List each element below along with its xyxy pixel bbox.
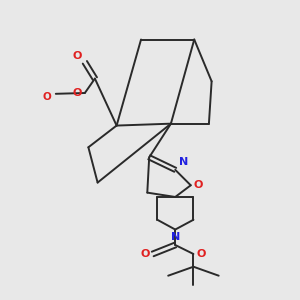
Text: O: O bbox=[140, 249, 149, 259]
Text: N: N bbox=[171, 232, 180, 242]
Text: O: O bbox=[197, 249, 206, 259]
Text: N: N bbox=[178, 157, 188, 167]
Text: O: O bbox=[73, 51, 82, 61]
Text: O: O bbox=[43, 92, 52, 101]
Text: O: O bbox=[194, 180, 203, 190]
Text: O: O bbox=[73, 88, 82, 98]
